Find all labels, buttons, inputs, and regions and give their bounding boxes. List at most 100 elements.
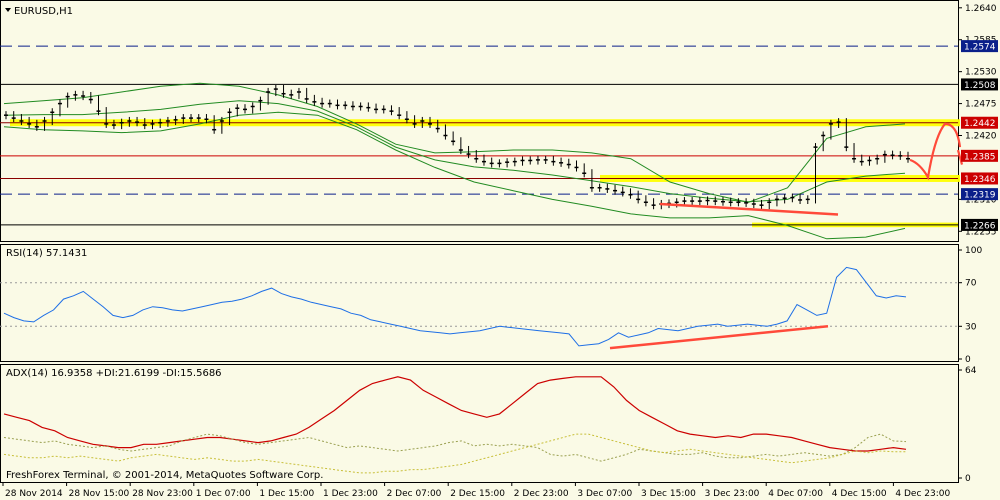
time-tick-label-1: 28 Nov 15:00 [69,489,130,499]
candle-70 [543,155,548,164]
price-trend-annotation [659,202,839,216]
candle-9 [73,90,78,101]
candle-108 [836,118,841,128]
candle-44 [343,101,348,110]
candle-111 [859,154,864,166]
time-tick-label-14: 4 Dec 23:00 [895,489,950,499]
time-tick-label-7: 2 Dec 15:00 [450,489,505,499]
projection-curve [909,122,962,181]
time-tick-label-2: 28 Nov 23:00 [132,489,193,499]
adx-title: ADX(14) 16.9358 +DI:21.6199 -DI:15.5686 [6,368,222,379]
candle-30 [235,104,240,117]
candle-74 [574,160,579,172]
symbol-dropdown-icon[interactable] [5,8,11,12]
candle-109 [844,118,849,152]
symbol-label[interactable]: EURUSD,H1 [14,6,73,17]
candle-113 [875,154,880,165]
candle-62 [481,154,486,166]
candle-27 [212,115,217,134]
candle-32 [250,102,255,114]
time-tick-label-0: 28 Nov 2014 [5,489,63,499]
candle-54 [420,116,425,128]
time-tick-label-5: 1 Dec 23:00 [323,489,378,499]
price-level-label-text-3: 1.2385 [964,152,996,162]
candle-6 [50,108,55,126]
time-tick-label-11: 3 Dec 23:00 [705,489,760,499]
candle-33 [258,96,263,111]
candle-100 [774,195,779,207]
candle-11 [88,91,93,104]
candle-37 [289,89,294,99]
candle-117 [906,151,910,163]
projection-arrow [956,149,964,165]
candle-49 [381,105,386,114]
candle-47 [366,102,371,112]
candle-66 [512,157,517,167]
candle-84 [651,198,656,210]
candle-22 [173,115,178,126]
price-level-label-bg-4 [961,172,998,185]
candle-102 [790,193,795,203]
candle-23 [181,114,186,124]
candle-57 [443,124,448,140]
price-level-label-text-6: 1.2266 [964,221,996,231]
candle-52 [404,111,409,124]
rsi-axis: 100 70 30 0 [958,246,982,365]
price-level-label-bg-1 [961,78,998,91]
time-tick-label-10: 3 Dec 15:00 [641,489,696,499]
adx-panel-frame [0,364,959,483]
candle-0 [4,111,8,120]
candle-59 [458,137,463,155]
candle-98 [759,199,764,210]
time-tick-label-8: 2 Dec 23:00 [514,489,569,499]
candle-16 [127,116,132,127]
candle-7 [57,99,62,117]
candle-75 [582,163,587,178]
candle-20 [158,118,163,128]
candle-40 [312,94,317,106]
bollinger-middle-line [3,100,906,203]
price-level-label-text-4: 1.2346 [964,175,996,185]
time-tick-label-4: 1 Dec 15:00 [259,489,314,499]
candle-19 [150,119,155,130]
copyright-text: FreshForex Terminal, © 2001-2014, MetaQu… [6,470,323,481]
candle-3 [27,116,32,128]
rsi-title: RSI(14) 57.1431 [6,248,87,259]
price-level-label-2: 1.2442 [961,116,998,129]
candle-78 [605,183,610,193]
candle-46 [358,102,363,111]
candle-89 [690,197,695,206]
annotations [659,122,964,216]
candle-2 [19,114,24,126]
rsi-tick-label-0: 100 [965,246,982,256]
candle-79 [613,184,618,195]
price-level-label-1: 1.2508 [961,78,998,91]
candle-90 [697,197,702,206]
candle-72 [559,157,564,167]
candle-55 [428,116,433,128]
candle-29 [227,108,232,126]
candle-95 [736,198,741,207]
candle-26 [204,114,209,124]
time-axis: 28 Nov 2014 28 Nov 15:00 28 Nov 23:00 1 Dec… [2,482,950,499]
candle-48 [374,103,379,114]
price-level-label-6: 1.2266 [961,218,998,231]
price-level-label-bg-6 [961,218,998,231]
candle-114 [882,150,887,163]
candle-10 [81,90,86,101]
rsi-panel-frame [0,244,959,362]
candle-24 [189,114,194,123]
candle-110 [852,143,857,163]
bollinger-lower-line [3,111,906,240]
price-level-label-bg-5 [961,188,998,201]
price-tick-label-6: 1.2255 [965,227,997,237]
candle-60 [466,145,471,159]
price-level-label-4: 1.2346 [961,172,998,185]
candle-105 [813,143,818,204]
price-tick-label-4: 1.2420 [965,132,997,142]
candle-96 [744,198,749,207]
candle-35 [273,85,278,97]
candle-61 [474,150,479,163]
price-level-label-bg-2 [961,116,998,129]
adx-axis: 64 0 [958,366,977,484]
